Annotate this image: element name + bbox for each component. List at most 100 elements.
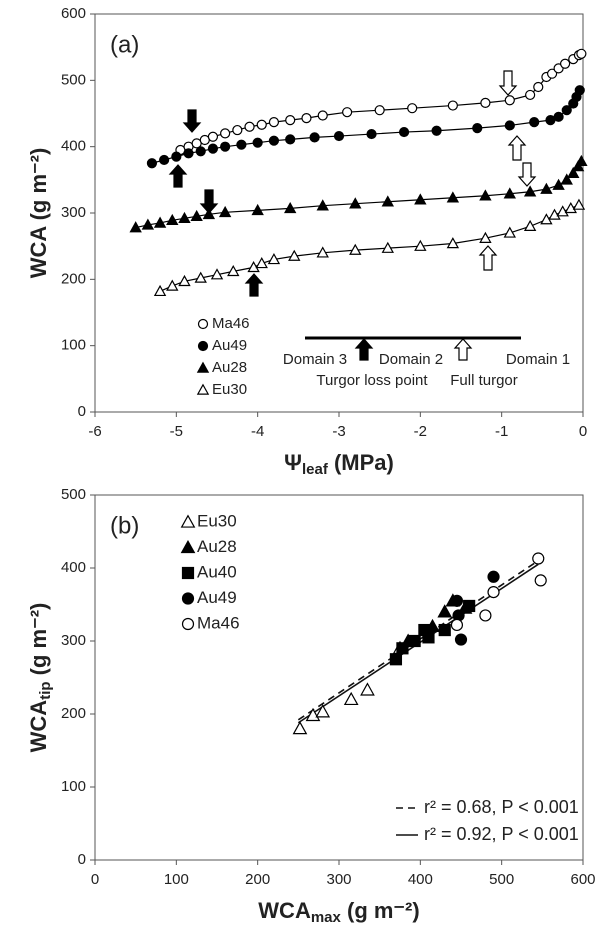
y-tick-label: 600 — [61, 5, 86, 22]
legend-marker — [180, 539, 196, 554]
legend-marker — [196, 383, 210, 395]
x-axis-label-part: (MPa) — [328, 450, 394, 475]
marker — [414, 239, 427, 251]
arrow — [517, 162, 537, 187]
arrow — [199, 189, 219, 214]
marker — [317, 110, 328, 121]
marker — [546, 68, 558, 79]
marker — [343, 691, 359, 706]
annotation: Full turgor — [450, 372, 518, 389]
y-tick-label: 500 — [61, 71, 86, 88]
marker — [305, 707, 321, 722]
marker — [166, 213, 179, 226]
marker — [153, 284, 167, 297]
x-tick-label: -4 — [251, 423, 264, 440]
y-tick-label: 100 — [61, 337, 86, 354]
fit-legend-label: r² = 0.68, P < 0.001 — [424, 797, 579, 817]
legend-marker — [197, 340, 209, 352]
marker — [414, 193, 427, 205]
legend-label: Au28 — [197, 537, 237, 556]
marker — [316, 246, 329, 258]
y-tick-label: 400 — [61, 138, 86, 155]
legend-marker — [181, 592, 195, 605]
marker — [146, 158, 158, 169]
marker — [288, 249, 301, 261]
marker — [349, 243, 362, 255]
x-tick-label: 0 — [579, 423, 587, 440]
marker — [525, 89, 536, 101]
marker — [381, 195, 394, 207]
marker — [178, 274, 191, 287]
x-tick-label: 600 — [570, 871, 595, 888]
y-axis-label-part: WCA — [26, 700, 51, 753]
marker — [349, 197, 362, 209]
marker — [316, 199, 329, 211]
marker — [552, 178, 565, 190]
arrow — [498, 70, 518, 96]
x-axis-label-part: Ψ — [284, 450, 302, 475]
marker — [533, 81, 544, 93]
y-tick-label: 200 — [61, 270, 86, 287]
marker — [463, 599, 476, 613]
marker — [194, 271, 207, 283]
marker — [534, 574, 547, 587]
marker — [523, 219, 537, 232]
marker — [195, 146, 206, 157]
series-line — [159, 204, 580, 292]
marker — [422, 627, 435, 640]
marker — [178, 211, 191, 224]
marker — [454, 633, 468, 646]
marker — [479, 189, 492, 201]
marker — [532, 552, 545, 565]
panel-label: (b) — [110, 512, 139, 539]
y-axis-label: WCAtip (g m⁻²) — [26, 603, 54, 753]
marker — [438, 623, 451, 637]
marker — [504, 120, 515, 131]
marker — [374, 105, 385, 116]
legend-marker — [181, 566, 195, 580]
y-axis-label-part: WCA (g m⁻²) — [26, 148, 51, 279]
marker — [560, 173, 573, 185]
legend-label: Eu30 — [197, 511, 237, 530]
annotation: Domain 3 — [283, 351, 347, 368]
marker — [556, 205, 569, 217]
y-tick-label: 0 — [78, 851, 86, 868]
marker — [159, 154, 170, 166]
marker — [268, 117, 280, 128]
marker — [183, 148, 194, 159]
legend-marker — [196, 361, 210, 373]
x-axis-label-part: leaf — [302, 461, 329, 478]
marker — [431, 125, 442, 136]
marker — [166, 279, 179, 291]
marker — [523, 185, 537, 197]
marker — [207, 131, 219, 142]
marker — [301, 113, 312, 124]
y-axis-label: WCA (g m⁻²) — [26, 148, 51, 279]
marker — [292, 721, 308, 735]
y-tick-label: 100 — [61, 778, 86, 795]
marker — [479, 609, 492, 622]
marker — [575, 154, 588, 166]
marker — [207, 143, 219, 154]
marker — [408, 634, 421, 648]
y-tick-label: 400 — [61, 559, 86, 576]
x-tick-label: -2 — [414, 423, 427, 440]
marker — [446, 191, 460, 203]
arrow — [182, 109, 202, 133]
marker — [437, 604, 453, 618]
marker — [285, 115, 296, 126]
marker — [366, 128, 377, 140]
marker — [247, 260, 260, 273]
marker — [503, 226, 516, 238]
marker — [389, 653, 403, 666]
x-tick-label: -1 — [495, 423, 508, 440]
annotation: Domain 1 — [506, 351, 570, 368]
marker — [285, 134, 296, 145]
annotation: Domain 2 — [379, 351, 443, 368]
marker — [218, 205, 232, 218]
marker — [487, 570, 500, 583]
marker — [571, 160, 585, 172]
x-axis-label: Ψleaf (MPa) — [284, 450, 394, 478]
series-line — [135, 160, 582, 229]
